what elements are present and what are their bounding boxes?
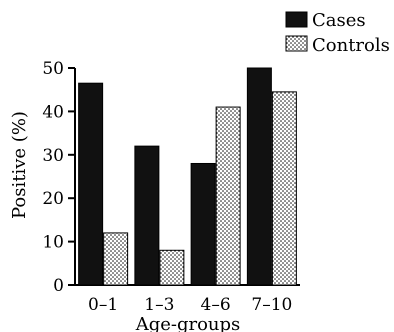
legend-swatch-cases	[285, 11, 308, 28]
x-tick-label: 0–1	[88, 295, 118, 315]
y-tick-label: 40	[42, 102, 64, 122]
y-tick-label: 30	[42, 146, 64, 166]
legend-swatch-controls	[285, 35, 308, 52]
bar-cases-3	[246, 67, 272, 286]
bar-cases-2	[190, 162, 216, 286]
y-tick-label: 50	[42, 59, 64, 79]
x-tick-label: 7–10	[251, 295, 292, 315]
legend-label-cases: Cases	[312, 10, 366, 31]
y-ticks: 0 10 20 30 40 50	[42, 59, 75, 296]
bar-controls-1	[159, 249, 185, 286]
x-tick-label: 1–3	[144, 295, 174, 315]
x-axis-title: Age-groups	[135, 314, 241, 332]
bar-controls-0	[103, 232, 129, 286]
bar-cases-0	[78, 82, 104, 286]
y-tick-label: 10	[42, 233, 64, 253]
x-tick-label: 4–6	[201, 295, 231, 315]
bar-cases-1	[134, 145, 160, 286]
y-tick-label: 20	[42, 189, 64, 209]
y-axis-title: Positive (%)	[9, 111, 30, 219]
bar-controls-3	[271, 91, 297, 286]
bars	[78, 67, 297, 286]
bar-controls-2	[215, 106, 241, 286]
y-tick-label: 0	[53, 276, 64, 296]
legend-label-controls: Controls	[312, 35, 390, 56]
legend: Cases Controls	[285, 10, 390, 56]
x-ticks: 0–1 1–3 4–6 7–10	[88, 295, 292, 315]
